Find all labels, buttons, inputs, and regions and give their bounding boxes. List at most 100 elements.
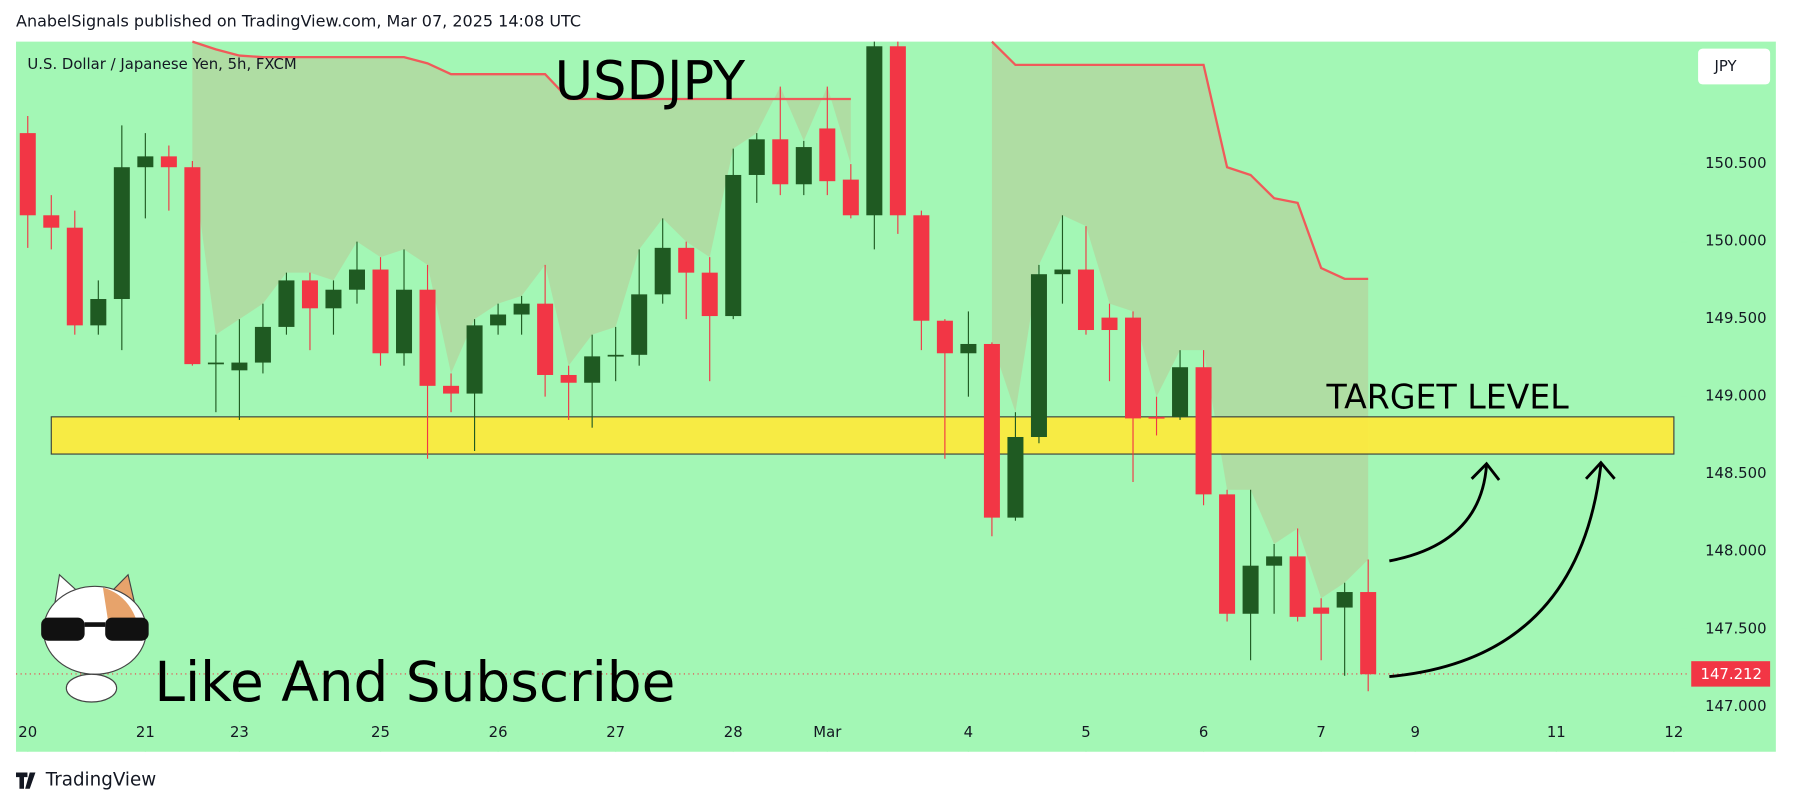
candle-body xyxy=(66,227,83,326)
candle-body xyxy=(278,280,295,327)
candle-body xyxy=(960,343,977,354)
candle-body xyxy=(419,289,436,386)
candle-body xyxy=(396,289,413,354)
chart-title: USDJPY xyxy=(555,51,746,112)
candle-body xyxy=(372,269,389,354)
arrow xyxy=(1389,464,1488,563)
logo-mark xyxy=(16,772,36,789)
candle-body xyxy=(866,46,883,216)
x-tick-label: 9 xyxy=(1410,723,1419,741)
candle-body xyxy=(90,299,107,326)
candle-body xyxy=(1148,416,1165,419)
x-tick-label: 12 xyxy=(1664,723,1683,741)
x-tick-label: Mar xyxy=(813,723,842,741)
candle-body xyxy=(560,374,577,383)
candle-body xyxy=(254,326,271,363)
last-price-box xyxy=(1691,661,1771,687)
candle-body xyxy=(1266,556,1283,566)
candle-body xyxy=(913,215,930,321)
glasses xyxy=(105,617,149,641)
target-zone xyxy=(50,416,1675,455)
candle-body xyxy=(795,147,812,185)
candle-body xyxy=(842,179,859,216)
x-tick-label: 25 xyxy=(371,723,390,741)
annotation: TARGET LEVEL xyxy=(1325,377,1569,416)
candle-body xyxy=(1101,317,1118,331)
currency-box xyxy=(1698,48,1771,85)
candle-body xyxy=(160,156,177,168)
candle-body xyxy=(983,343,1000,518)
candle-body xyxy=(701,272,718,317)
x-tick-label: 28 xyxy=(724,723,743,741)
layer: 147.000 147.500 148.000 148.500 149.000 149.5… xyxy=(16,40,1771,752)
y-tick-label: 147.500 xyxy=(1705,619,1766,637)
candle-body xyxy=(184,167,201,365)
candle-body xyxy=(301,280,318,309)
header: AnabelSignals published on TradingView.c… xyxy=(16,11,581,30)
candle-body xyxy=(137,156,154,168)
arrow xyxy=(1389,464,1603,679)
x-tick-label: 20 xyxy=(18,723,37,741)
candle-body xyxy=(1242,565,1259,614)
x-tick-label: 4 xyxy=(964,723,973,741)
candle-body xyxy=(466,325,483,394)
candle-body xyxy=(19,133,36,216)
cat-icon xyxy=(41,573,149,703)
candle-body xyxy=(231,362,248,371)
candle-body xyxy=(113,167,130,300)
candle-body xyxy=(1195,367,1212,495)
candle-body xyxy=(678,247,695,273)
y-tick-label: 147.000 xyxy=(1705,697,1766,715)
candle-body xyxy=(207,362,224,365)
candle-body xyxy=(654,247,671,295)
glasses xyxy=(41,617,85,641)
annotation: Like And Subscribe xyxy=(154,651,675,715)
candle-body xyxy=(1125,317,1142,419)
candle-body xyxy=(584,356,601,383)
candle-body xyxy=(1219,494,1236,614)
candle-body xyxy=(1360,592,1377,675)
candle-body xyxy=(748,139,765,175)
candle-body xyxy=(348,269,365,290)
x-tick-label: 23 xyxy=(230,723,249,741)
candle-body xyxy=(43,215,60,228)
candle-body xyxy=(1313,607,1330,614)
candle-body xyxy=(1054,269,1071,275)
candle-body xyxy=(1030,274,1047,437)
y-tick-label: 150.500 xyxy=(1705,154,1766,172)
x-tick-label: 11 xyxy=(1547,723,1566,741)
arrow-head xyxy=(1470,461,1501,481)
x-tick-label: 21 xyxy=(136,723,155,741)
candle-body xyxy=(819,128,836,182)
arrow-head xyxy=(1584,460,1616,480)
candle-body xyxy=(1077,269,1094,331)
body xyxy=(65,673,118,703)
candle-body xyxy=(537,303,554,375)
candle-body xyxy=(725,174,742,317)
x-tick-label: 6 xyxy=(1199,723,1208,741)
x-tick-label: 5 xyxy=(1081,723,1090,741)
x-tick-label: 7 xyxy=(1316,723,1325,741)
logo xyxy=(16,772,36,789)
trend-line xyxy=(192,40,1369,281)
footer: TradingView xyxy=(45,770,156,791)
subtitle: U.S. Dollar / Japanese Yen, 5h, FXCM xyxy=(27,55,296,73)
candle-body xyxy=(443,385,460,394)
candle-body xyxy=(1289,556,1306,617)
candle-body xyxy=(490,314,507,326)
y-tick-label: 149.500 xyxy=(1705,309,1766,327)
y-tick-label: 148.500 xyxy=(1705,464,1766,482)
y-tick-label: 150.000 xyxy=(1705,232,1766,250)
candle-body xyxy=(889,46,906,216)
candle-body xyxy=(1336,592,1353,608)
last-price: 147.212 xyxy=(1701,665,1762,683)
band xyxy=(991,41,1369,599)
candle-body xyxy=(631,294,648,355)
candle-body xyxy=(325,289,342,309)
x-tick-label: 26 xyxy=(489,723,508,741)
y-tick-label: 148.000 xyxy=(1705,542,1766,560)
arrows xyxy=(1389,460,1616,679)
candle-body xyxy=(1172,367,1189,417)
